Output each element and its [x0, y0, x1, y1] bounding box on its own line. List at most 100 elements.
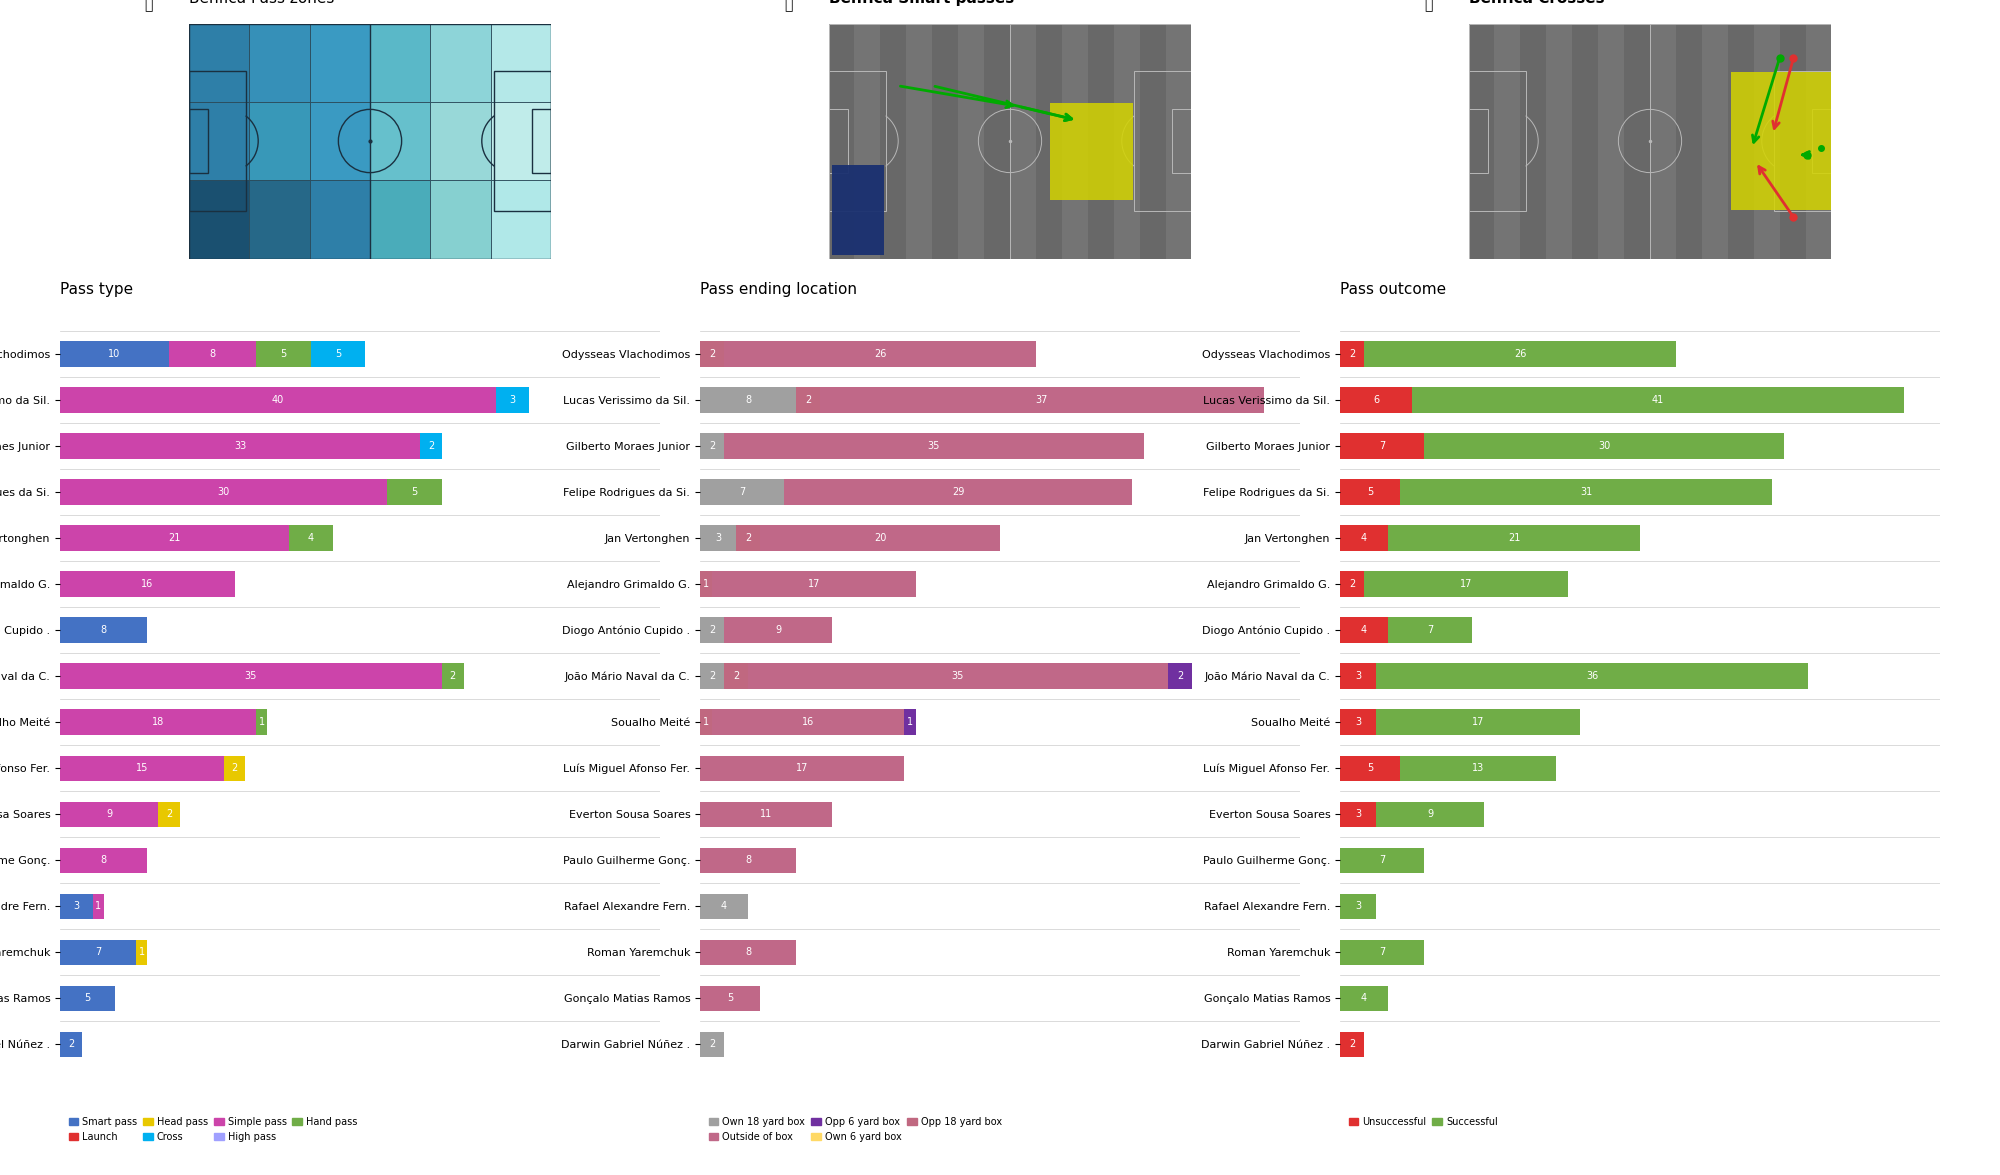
Bar [1088, 24, 1114, 258]
Bar [1010, 24, 1036, 258]
Bar [1702, 24, 1728, 258]
Text: 2: 2 [708, 625, 716, 636]
Bar [1050, 103, 1132, 200]
Bar [60, 940, 136, 965]
Text: 5: 5 [1366, 486, 1374, 497]
Bar [1340, 664, 1376, 689]
Bar [1780, 24, 1806, 258]
Text: 41: 41 [1652, 395, 1664, 405]
Bar [496, 388, 530, 412]
Bar [784, 479, 1132, 505]
Text: 18: 18 [152, 717, 164, 727]
Text: 16: 16 [802, 717, 814, 727]
Text: 7: 7 [1378, 855, 1386, 865]
Bar [1400, 756, 1556, 781]
Bar [60, 617, 148, 643]
Bar [700, 940, 796, 965]
Bar [60, 801, 158, 827]
Bar [700, 756, 904, 781]
Bar [1340, 893, 1376, 919]
Bar [700, 664, 724, 689]
Bar [1062, 24, 1088, 258]
Bar [1364, 571, 1568, 597]
Text: 5: 5 [84, 993, 90, 1003]
Text: 26: 26 [874, 349, 886, 358]
Text: 20: 20 [874, 533, 886, 543]
Text: 1: 1 [138, 947, 144, 958]
Bar [1340, 756, 1400, 781]
Text: 2: 2 [166, 810, 172, 819]
Text: 5: 5 [1366, 763, 1374, 773]
Text: 7: 7 [96, 947, 102, 958]
Legend: Unsuccessful, Successful: Unsuccessful, Successful [1344, 1114, 1502, 1132]
Bar [712, 710, 904, 734]
Bar [310, 102, 370, 180]
Text: 4: 4 [1360, 993, 1368, 1003]
Bar [700, 341, 724, 367]
Bar [310, 341, 366, 367]
Bar [1376, 664, 1808, 689]
Bar [1340, 525, 1388, 551]
Bar [1732, 72, 1832, 210]
Bar [1572, 24, 1598, 258]
Bar [796, 388, 820, 412]
Bar [700, 388, 796, 412]
Bar [1376, 801, 1484, 827]
Bar [700, 617, 724, 643]
Bar [1340, 801, 1376, 827]
Bar [430, 24, 490, 102]
Text: 2: 2 [708, 1040, 716, 1049]
Bar [370, 24, 430, 102]
Bar [370, 180, 430, 258]
Text: 40: 40 [272, 395, 284, 405]
Text: 2: 2 [744, 533, 752, 543]
Bar [60, 525, 290, 551]
Text: 1: 1 [906, 717, 914, 727]
Text: 7: 7 [1426, 625, 1434, 636]
Bar [700, 525, 736, 551]
Bar [188, 24, 250, 102]
Text: 35: 35 [244, 671, 258, 682]
Text: Pass outcome: Pass outcome [1340, 282, 1446, 297]
Bar [1340, 571, 1364, 597]
Bar [136, 940, 148, 965]
Bar [1364, 341, 1676, 367]
Bar [1140, 24, 1166, 258]
Bar [1172, 109, 1192, 173]
Bar [1424, 434, 1784, 458]
Text: 3: 3 [1354, 901, 1362, 912]
Text: 2: 2 [1348, 349, 1356, 358]
Text: 2: 2 [708, 671, 716, 682]
Bar [760, 525, 1000, 551]
Bar [932, 24, 958, 258]
Text: 37: 37 [1036, 395, 1048, 405]
Bar [60, 341, 170, 367]
Bar [250, 24, 310, 102]
Text: 2: 2 [232, 763, 238, 773]
Bar [1340, 479, 1400, 505]
Text: 3: 3 [714, 533, 722, 543]
Bar [158, 801, 180, 827]
Text: 30: 30 [1598, 441, 1610, 451]
Text: 8: 8 [100, 625, 106, 636]
Bar [1546, 24, 1572, 258]
Bar [724, 434, 1144, 458]
Bar [1340, 434, 1424, 458]
Text: 33: 33 [234, 441, 246, 451]
Bar [1388, 525, 1640, 551]
Bar [490, 24, 552, 102]
Legend: Smart pass, Launch, Head pass, Cross, Simple pass, High pass, Hand pass: Smart pass, Launch, Head pass, Cross, Si… [64, 1114, 362, 1146]
Text: 2: 2 [708, 349, 716, 358]
Text: 🏆: 🏆 [144, 0, 152, 12]
Bar [1340, 388, 1412, 412]
Bar [700, 434, 724, 458]
Text: 9: 9 [1426, 810, 1434, 819]
Text: 2: 2 [1176, 671, 1184, 682]
Bar [60, 664, 442, 689]
Text: 5: 5 [726, 993, 734, 1003]
Bar [188, 180, 250, 258]
Text: 8: 8 [210, 349, 216, 358]
Bar [1166, 24, 1192, 258]
Bar [1134, 72, 1192, 210]
Bar [700, 847, 796, 873]
